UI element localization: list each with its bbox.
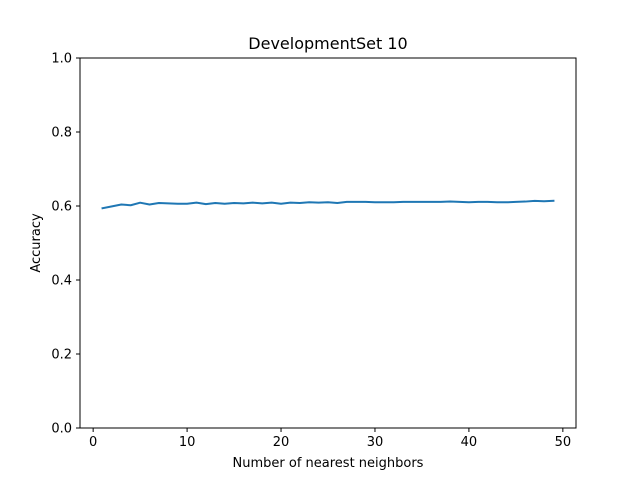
y-tick-label: 0.0 [51, 422, 72, 437]
plot-area [101, 199, 555, 210]
y-tick-label: 0.6 [51, 200, 72, 215]
x-tick-label: 0 [89, 435, 97, 450]
y-tick-label: 0.2 [51, 348, 72, 363]
y-tick-label: 0.4 [51, 274, 72, 289]
x-tick-label: 30 [367, 435, 384, 450]
x-tick-label: 20 [273, 435, 290, 450]
y-axis: 0.0 0.2 0.4 0.6 0.8 1.0 [51, 52, 80, 437]
y-axis-label: Accuracy [29, 213, 44, 273]
x-tick-label: 40 [461, 435, 478, 450]
series-line-1 [101, 199, 555, 210]
x-tick-label: 10 [179, 435, 196, 450]
x-axis: 0 10 20 30 40 50 [89, 428, 571, 450]
x-axis-label: Number of nearest neighbors [233, 456, 424, 471]
y-tick-label: 1.0 [51, 52, 72, 67]
y-tick-label: 0.8 [51, 126, 72, 141]
chart-title: DevelopmentSet 10 [248, 34, 407, 53]
plot-frame [79, 57, 577, 429]
x-tick-label: 50 [555, 435, 572, 450]
